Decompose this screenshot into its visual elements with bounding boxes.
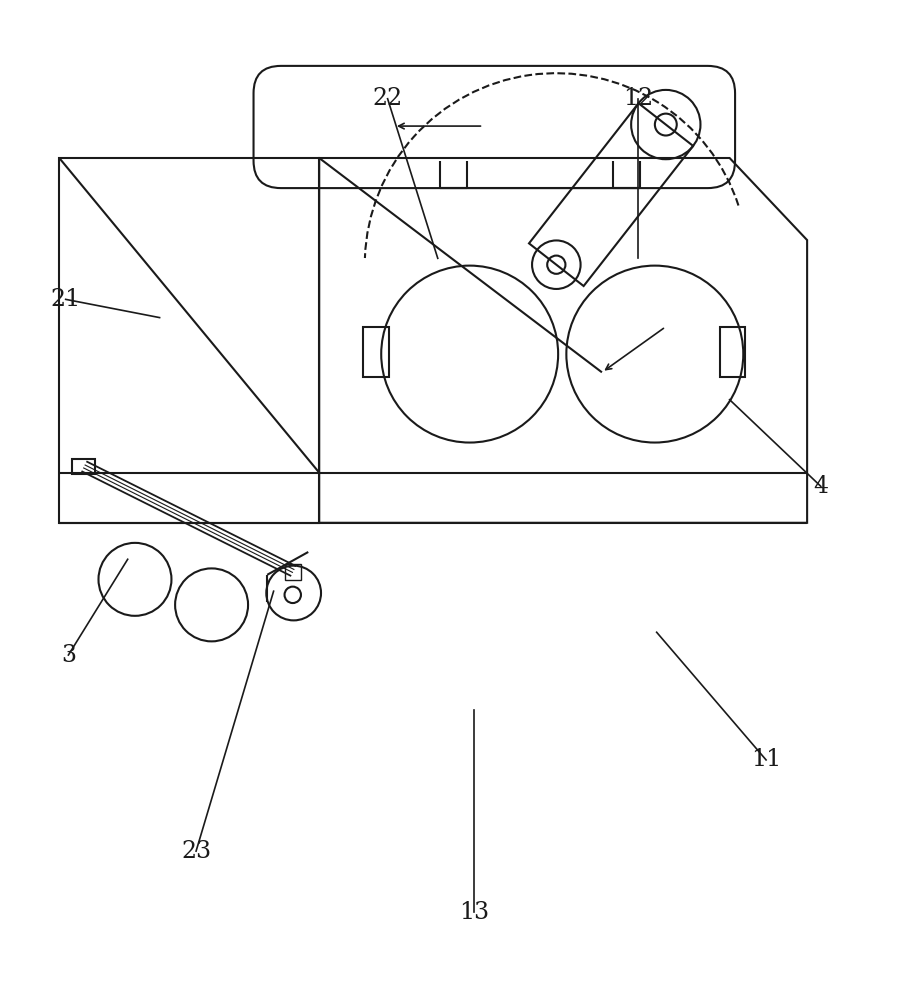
- Bar: [719, 327, 744, 377]
- Text: 23: 23: [180, 840, 211, 863]
- Text: 22: 22: [372, 87, 403, 110]
- Text: 21: 21: [50, 288, 81, 311]
- Bar: [363, 327, 388, 377]
- Text: 13: 13: [458, 901, 489, 924]
- Text: 12: 12: [622, 87, 653, 110]
- Text: 11: 11: [750, 748, 781, 771]
- Bar: [284, 564, 301, 580]
- Text: 3: 3: [61, 644, 76, 667]
- Text: 4: 4: [813, 475, 827, 498]
- Bar: [72, 459, 96, 474]
